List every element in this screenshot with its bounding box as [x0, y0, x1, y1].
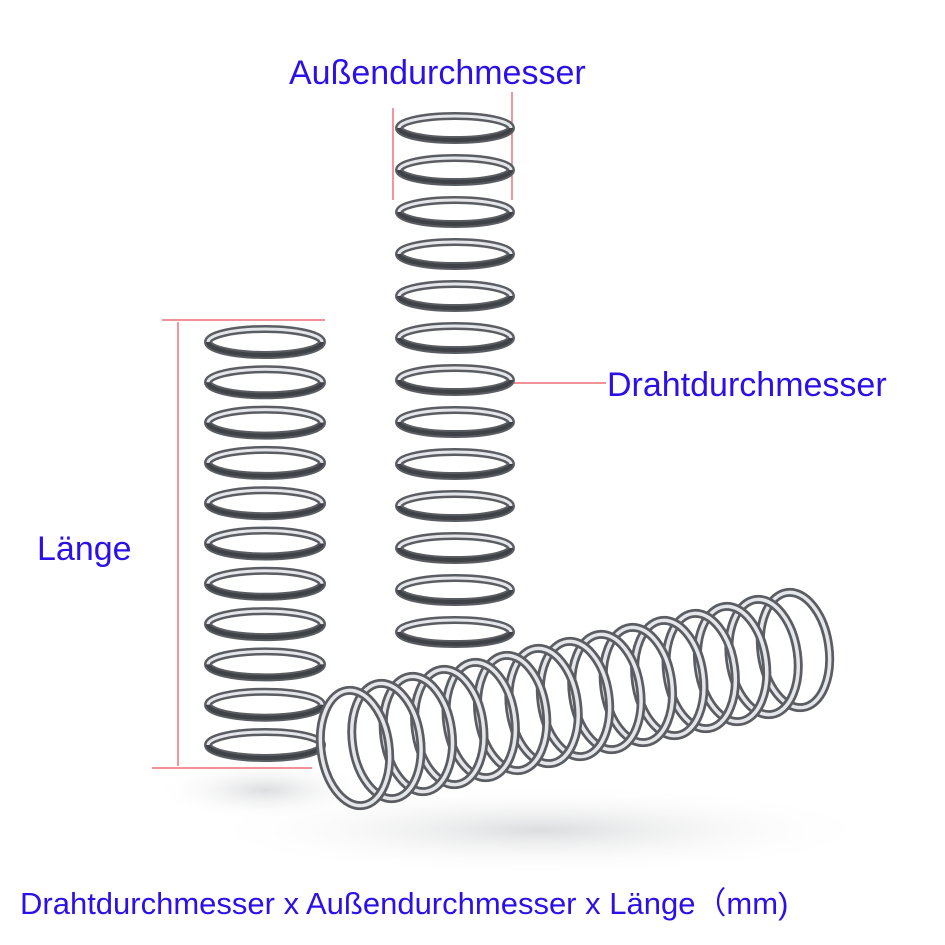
dimension-lines: [152, 92, 606, 769]
spring-coil: [204, 365, 326, 400]
spring-coil: [395, 532, 515, 564]
spring-coil: [395, 112, 515, 144]
spring-coil: [395, 196, 515, 228]
spring-coil: [204, 647, 326, 682]
spring-coil: [204, 486, 326, 521]
spring-coil: [204, 607, 326, 642]
outer-diameter-label: Außendurchmesser: [289, 54, 586, 92]
spring-coil: [204, 405, 326, 440]
spring-coil: [204, 566, 326, 601]
spring-coil: [395, 154, 515, 186]
spring-coil: [395, 280, 515, 312]
spring-coil: [395, 322, 515, 354]
length-label: Länge: [37, 530, 132, 568]
tall-standing-spring: [395, 112, 515, 648]
spring-coil: [204, 526, 326, 561]
spring-coil: [204, 445, 326, 480]
spring-coil: [204, 325, 326, 359]
spring-coil: [395, 238, 515, 270]
short-standing-spring: [204, 325, 326, 762]
spring-coil: [395, 574, 515, 606]
floor-shadow: [155, 760, 375, 820]
dimension-caption: Drahtdurchmesser x Außendurchmesser x Lä…: [20, 886, 789, 921]
lying-spring: [315, 587, 835, 811]
spring-coil: [395, 364, 515, 396]
spring-coil: [395, 616, 515, 648]
wire-diameter-label: Drahtdurchmesser: [607, 366, 887, 404]
spring-coil: [395, 448, 515, 480]
spring-coil: [315, 685, 395, 811]
spring-coil: [395, 406, 515, 438]
spring-coil: [204, 687, 326, 722]
spring-coil: [204, 728, 326, 762]
spring-coil: [347, 678, 426, 804]
spring-coil: [395, 490, 515, 522]
